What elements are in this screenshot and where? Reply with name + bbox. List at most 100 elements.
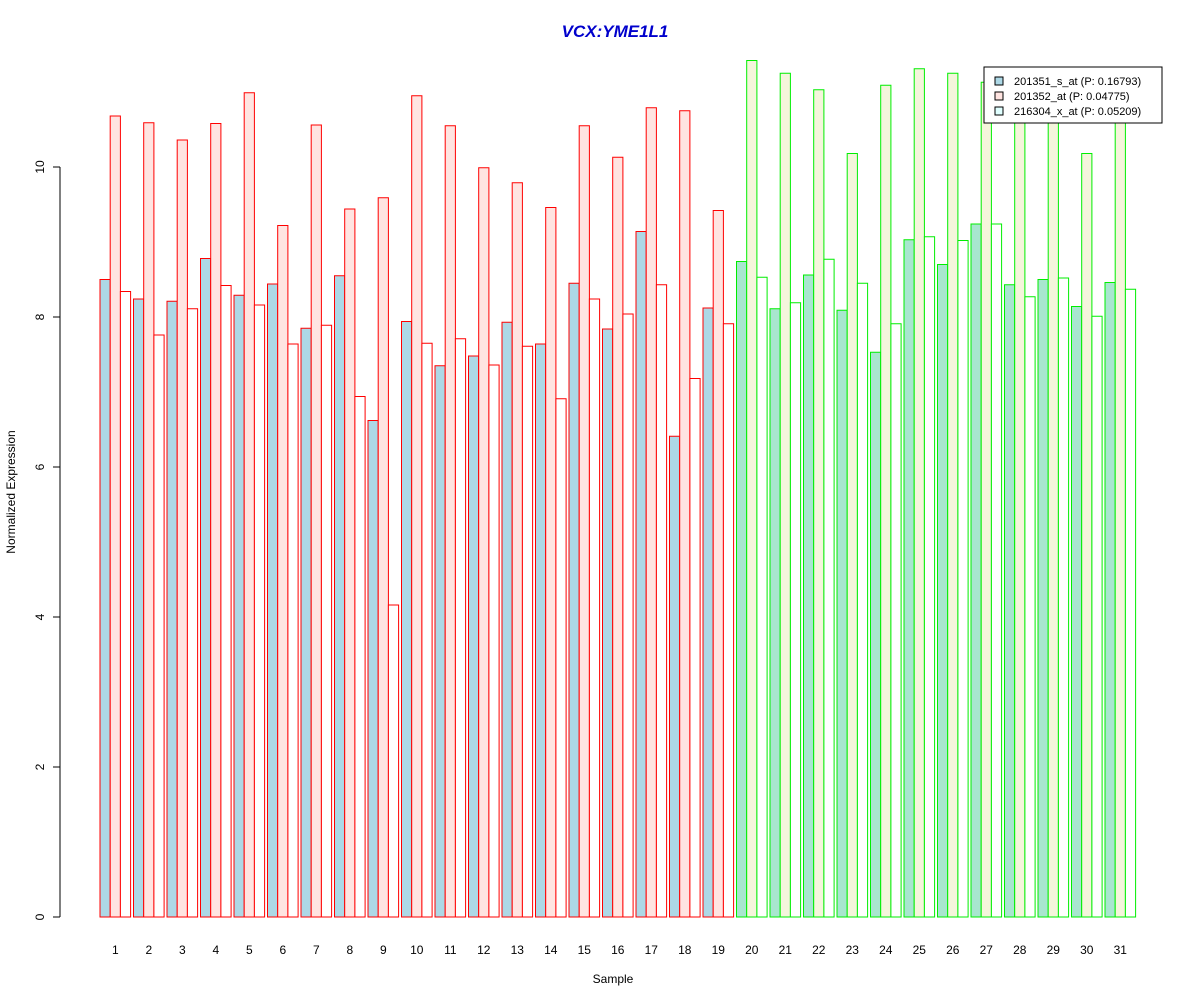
bar — [555, 398, 567, 918]
y-tick-label: 0 — [33, 913, 47, 920]
x-tick-label: 7 — [313, 943, 320, 957]
bar — [545, 207, 557, 918]
bar — [468, 355, 480, 918]
x-tick-label: 24 — [879, 943, 893, 957]
chart-title: VCX:YME1L1 — [562, 22, 669, 41]
bar — [119, 291, 132, 918]
y-tick-label: 10 — [33, 160, 47, 174]
x-tick-label: 8 — [346, 943, 353, 957]
bar — [1081, 153, 1093, 918]
bar — [779, 72, 791, 918]
y-tick-label: 6 — [33, 463, 47, 470]
bar — [521, 345, 534, 918]
x-tick-label: 26 — [946, 943, 960, 957]
y-tick-label: 8 — [33, 313, 47, 320]
bar — [947, 72, 959, 918]
legend-entry: 216304_x_at (P: 0.05209) — [1014, 106, 1141, 118]
bars-group — [99, 60, 1137, 918]
bar — [823, 258, 835, 918]
bar — [109, 115, 121, 918]
legend-entry: 201351_s_at (P: 0.16793) — [1014, 76, 1141, 88]
bar — [143, 122, 155, 918]
bar — [277, 225, 289, 918]
bar — [669, 435, 681, 918]
bar — [377, 197, 389, 918]
x-tick-label: 29 — [1047, 943, 1061, 957]
bar — [990, 223, 1003, 918]
bar — [622, 313, 634, 918]
bar — [635, 231, 647, 918]
bar — [411, 95, 423, 918]
bar — [501, 321, 513, 918]
bar — [220, 285, 232, 918]
bar — [970, 223, 982, 918]
y-axis-label: Normalized Expression — [4, 430, 18, 553]
bar — [980, 81, 992, 918]
x-tick-label: 2 — [145, 943, 152, 957]
legend-entry: 201352_at (P: 0.04775) — [1014, 91, 1130, 103]
bar — [679, 110, 691, 918]
bar — [957, 240, 969, 918]
x-tick-label: 31 — [1114, 943, 1128, 957]
legend-box — [983, 66, 1163, 124]
bar — [702, 307, 714, 918]
bar — [210, 123, 222, 918]
bar — [645, 107, 657, 918]
bar — [387, 604, 400, 918]
bar — [421, 342, 433, 918]
bar — [153, 334, 165, 918]
x-tick-label: 17 — [645, 943, 659, 957]
bar — [287, 343, 299, 918]
bar — [444, 125, 456, 918]
bar — [756, 276, 768, 918]
bar — [1024, 296, 1036, 918]
x-tick-label: 25 — [913, 943, 927, 957]
x-tick-label: 15 — [578, 943, 592, 957]
bar — [880, 84, 892, 918]
bar — [903, 239, 915, 918]
x-tick-label: 28 — [1013, 943, 1027, 957]
bar — [937, 264, 949, 918]
x-axis-tick-labels: 1 2 3 4 5 6 7 8 9 10 11 12 13 14 15 16 17 18 19 20 21 22 23 24 2… — [112, 943, 1127, 957]
x-tick-label: 22 — [812, 943, 826, 957]
bar — [803, 274, 815, 918]
x-tick-label: 27 — [980, 943, 994, 957]
bar — [746, 60, 758, 918]
bar — [243, 92, 255, 918]
bar — [712, 210, 724, 918]
bar — [1114, 111, 1126, 918]
bar — [535, 343, 547, 918]
bar — [1014, 108, 1026, 918]
bar — [1037, 279, 1049, 918]
bar — [578, 125, 590, 918]
bar — [320, 324, 333, 918]
x-tick-label: 20 — [745, 943, 759, 957]
bar — [789, 302, 802, 918]
bar — [1004, 284, 1016, 918]
y-tick-label: 2 — [33, 763, 47, 770]
legend-swatch — [994, 106, 1004, 116]
bar — [186, 308, 199, 918]
x-tick-label: 12 — [477, 943, 491, 957]
bar — [1091, 315, 1103, 918]
bar — [1124, 288, 1137, 918]
bar — [434, 365, 446, 918]
x-tick-label: 19 — [712, 943, 726, 957]
bar — [176, 139, 188, 918]
bar — [478, 167, 490, 918]
bar — [568, 282, 580, 918]
legend-swatch — [994, 76, 1004, 86]
bar — [1071, 306, 1083, 918]
bar — [454, 338, 467, 918]
x-tick-label: 18 — [678, 943, 692, 957]
bar — [588, 298, 601, 918]
bar — [769, 308, 781, 918]
bar — [344, 208, 356, 918]
x-tick-label: 9 — [380, 943, 387, 957]
legend-swatch — [994, 91, 1004, 101]
bar — [813, 89, 825, 918]
bar — [253, 304, 266, 918]
bar — [612, 156, 624, 918]
bar — [689, 378, 701, 918]
